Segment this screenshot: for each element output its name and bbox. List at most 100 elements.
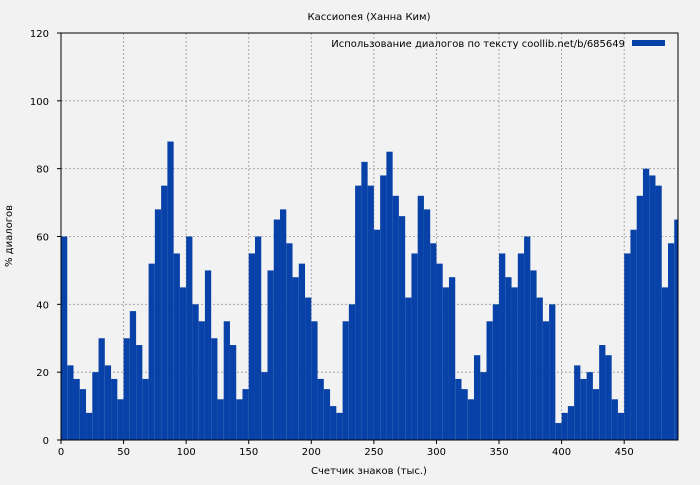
bar [355,185,362,440]
bar [229,345,237,440]
bar [398,216,406,440]
bar [342,321,349,440]
bar [292,277,299,440]
bar [580,378,587,440]
y-tick-label: 80 [36,165,49,176]
x-tick-label: 50 [117,447,130,458]
axis-ticks: 0 50 100 150 200 250 300 350 400 450 0 20 40 60 80 100 1… [30,29,634,458]
bar [129,311,137,440]
bar [530,270,537,440]
bar [348,304,356,440]
bar [167,141,174,441]
bar [305,297,312,440]
y-tick-label: 120 [30,29,49,40]
y-tick-label: 0 [43,436,49,447]
bar [173,253,180,440]
bar [649,175,656,440]
bar [261,372,268,440]
bar [117,399,124,440]
x-tick-label: 450 [615,447,634,458]
bar [336,412,343,440]
bar [317,378,324,440]
bar [486,321,493,440]
bar [499,253,506,440]
bar [204,270,212,440]
bar [392,195,399,440]
bar [423,209,431,440]
bar [492,304,500,440]
bar-series [61,141,678,441]
bar [567,406,575,440]
bar [373,229,381,440]
x-tick-label: 200 [302,447,321,458]
bar [161,185,168,440]
bar [248,253,255,440]
bar [599,345,606,440]
bar [436,263,443,440]
bar [236,399,243,440]
x-tick-label: 300 [427,447,446,458]
bar [311,321,318,440]
bar [179,287,187,440]
bar [286,243,293,440]
y-tick-label: 60 [36,233,49,244]
bar [561,412,568,440]
bar [474,355,481,440]
bar [67,365,74,440]
x-tick-label: 0 [58,447,64,458]
bar [642,168,650,440]
bar [448,277,456,440]
bar [61,236,68,440]
bar [592,389,600,440]
y-tick-label: 100 [30,97,49,108]
bar [217,399,224,440]
bar [79,389,87,440]
x-axis-label: Счетчик знаков (тыс.) [311,466,427,477]
bar [630,229,637,440]
bar [624,253,631,440]
bar [661,287,668,440]
bar [555,423,562,440]
legend-swatch [632,40,665,46]
bar [505,277,512,440]
bar [330,406,337,440]
y-axis-label: % диалогов [4,205,15,267]
bar [455,378,462,440]
bar [574,365,581,440]
bar [367,185,374,440]
bar [542,321,550,440]
bar [511,287,518,440]
bar [536,297,543,440]
y-tick-label: 40 [36,300,49,311]
bar [111,378,118,440]
bar [617,412,625,440]
bar [667,243,675,440]
bar [480,372,487,440]
bar [223,321,230,440]
bar [386,151,393,441]
bar [267,270,274,440]
bar [417,195,424,440]
bar [73,378,80,440]
bar [104,365,112,440]
bar [380,175,387,440]
bar [361,161,368,440]
bar [411,253,418,440]
x-tick-label: 150 [239,447,258,458]
bar [98,338,105,440]
bar [605,355,612,440]
bar [461,389,468,440]
legend-label: Использование диалогов по тексту coollib… [331,39,625,50]
x-tick-label: 350 [489,447,508,458]
bar [148,263,155,440]
bar [549,304,556,440]
bar [154,209,162,440]
bar [280,209,287,440]
bar [430,243,437,440]
bar [467,399,475,440]
bar [323,389,331,440]
bar [611,399,618,440]
bar [655,185,662,440]
